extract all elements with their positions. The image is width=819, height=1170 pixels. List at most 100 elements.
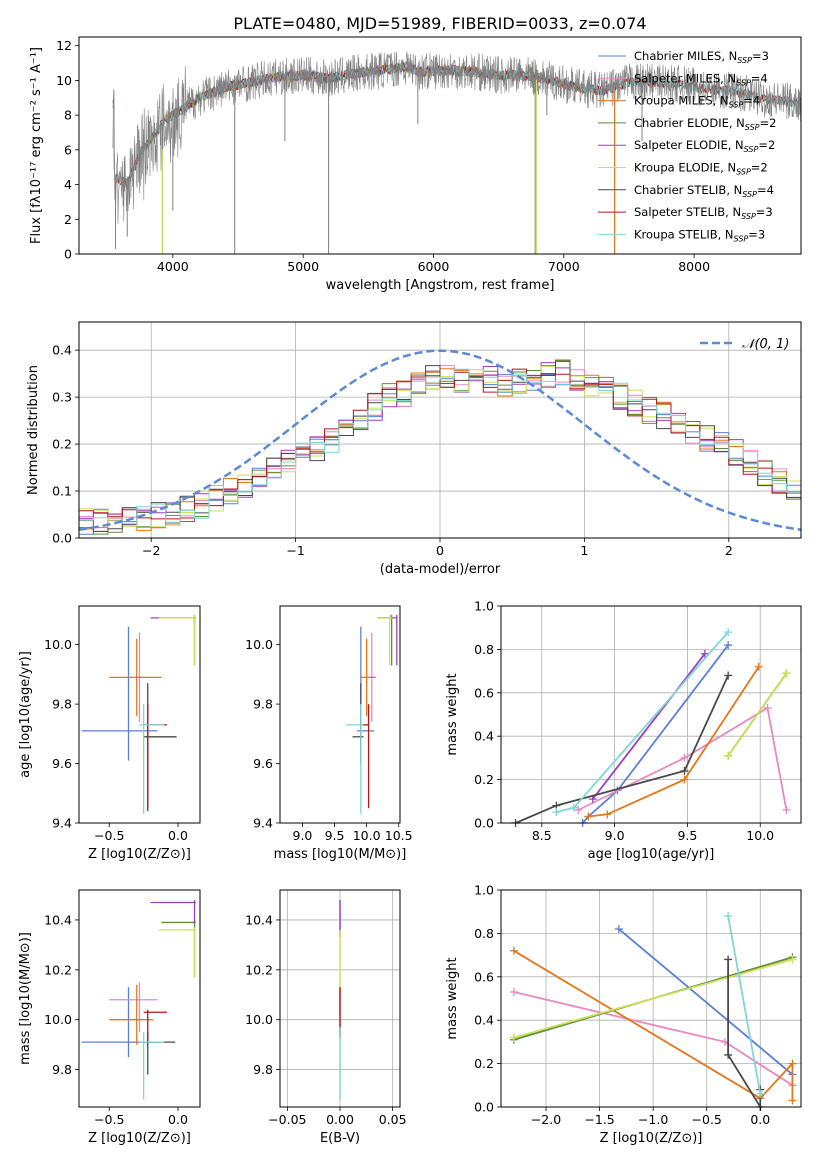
legend-subscript: SSP	[734, 234, 749, 243]
y-tick-label: 9.8	[253, 1062, 273, 1077]
histogram-salpeter_stelib	[79, 368, 801, 520]
x-tick-label: 2	[725, 543, 733, 558]
y-tick-label: 10.0	[245, 637, 273, 652]
x-tick-label: 0.0	[168, 1112, 188, 1127]
y-tick-label: 9.8	[52, 1062, 72, 1077]
legend-subscript: SSP	[729, 101, 744, 110]
x-tick-label: 9.5	[677, 828, 697, 843]
y-tick-label: 10.4	[245, 912, 273, 927]
y-tick-label: 9.8	[253, 697, 273, 712]
weight-marker	[724, 912, 733, 921]
weight-marker	[782, 669, 791, 678]
legend-label: Salpeter MILES, N	[634, 71, 736, 85]
histograms	[79, 349, 801, 535]
y-tick-label: 4	[64, 177, 72, 192]
legend-count: =2	[758, 138, 775, 152]
y-axis-label: age [log10(age/yr)]	[18, 651, 33, 778]
y-tick-label: 9.8	[52, 697, 72, 712]
weight-marker	[724, 628, 733, 637]
x-tick-label: 8.5	[532, 828, 552, 843]
weight-metallicity-panel	[500, 889, 802, 1108]
x-tick-label: 0.00	[326, 1112, 354, 1127]
legend-subscript: SSP	[736, 168, 751, 177]
y-tick-label: 0.8	[474, 926, 494, 941]
weight-marker	[788, 955, 797, 964]
y-tick-label: 2	[64, 212, 72, 227]
histogram-kroupa_miles	[79, 359, 801, 531]
legend-count: =4	[743, 94, 760, 108]
weight-marker	[724, 1050, 733, 1059]
y-tick-label: 1.0	[474, 599, 494, 614]
x-tick-label: 10.0	[746, 828, 774, 843]
y-tick-label: 6	[64, 142, 72, 157]
y-tick-label: 0.4	[474, 1013, 494, 1028]
weight-marker	[756, 1089, 765, 1098]
x-tick-label: −2.0	[531, 1112, 561, 1127]
y-axis-label: Normed distribution	[26, 365, 41, 495]
weight-line-chabrier_stelib	[727, 959, 762, 1111]
y-tick-label: 0.8	[474, 642, 494, 657]
weight-marker	[724, 751, 733, 760]
legend-count: =3	[748, 227, 765, 241]
weight-marker	[724, 641, 733, 650]
legend-count: =2	[760, 116, 777, 130]
legend-subscript: SSP	[736, 78, 751, 87]
weight-line-chabrier_stelib	[515, 675, 730, 824]
weight-marker	[680, 775, 689, 784]
x-axis-label: E(B-V)	[320, 1131, 360, 1146]
x-tick-label: −0.05	[268, 1112, 306, 1127]
x-axis-label: mass [log10(M/M⊙)]	[274, 847, 407, 862]
x-axis-label: (data-model)/error	[380, 562, 501, 577]
x-tick-label: 10.0	[353, 828, 381, 843]
weight-line-salpeter_miles	[577, 706, 788, 811]
weight-marker	[680, 753, 689, 762]
legend-subscript: SSP	[745, 123, 760, 132]
weight-age-panel	[500, 605, 802, 824]
y-tick-label: 8	[64, 108, 72, 123]
y-tick-label: 10.4	[44, 912, 72, 927]
x-tick-label: 5000	[287, 259, 319, 274]
legend-label: Salpeter ELODIE, N	[634, 138, 744, 152]
y-tick-label: 0.6	[474, 969, 494, 984]
x-tick-label: 0.05	[379, 1112, 407, 1127]
x-tick-label: −0.5	[94, 828, 124, 843]
y-tick-label: 1.0	[474, 883, 494, 898]
y-tick-label: 10.2	[44, 962, 72, 977]
weight-marker	[584, 812, 593, 821]
legend-subscript: SSP	[742, 190, 757, 199]
x-tick-label: 0.0	[750, 1112, 770, 1127]
x-tick-label: 10.5	[385, 828, 413, 843]
y-tick-label: 12	[56, 38, 72, 53]
y-tick-label: 0.3	[52, 390, 72, 405]
y-axis-label: mass weight	[445, 957, 460, 1039]
legend-subscript: SSP	[744, 145, 759, 154]
legend-label: Kroupa STELIB, N	[634, 227, 734, 241]
legend-entry: Salpeter MILES, NSSP=4	[634, 71, 768, 87]
legend-normal-label: 𝒩(0, 1)	[742, 337, 789, 352]
weight-line-kroupa_miles	[513, 950, 794, 1101]
legend-entry: Chabrier MILES, NSSP=3	[634, 49, 769, 65]
histogram-chabrier_miles	[79, 369, 801, 535]
x-tick-label: −2	[142, 543, 160, 558]
weight-line-kroupa_stelib	[556, 631, 729, 813]
y-axis-label: Flux [fλ10⁻¹⁷ erg cm⁻² s⁻¹ A⁻¹]	[29, 47, 44, 244]
x-tick-label: 0.0	[168, 828, 188, 843]
y-tick-label: 0.0	[474, 1100, 494, 1115]
y-tick-label: 10.0	[44, 637, 72, 652]
weight-marker	[509, 946, 518, 955]
weight-line-chabrier_miles	[581, 644, 729, 824]
legend-label: Chabrier STELIB, N	[634, 183, 742, 197]
x-tick-label: 8000	[678, 259, 710, 274]
legend-count: =3	[756, 205, 773, 219]
x-tick-label: 9.0	[293, 828, 313, 843]
legend-label: Kroupa MILES, N	[634, 94, 729, 108]
x-tick-label: 9.5	[325, 828, 345, 843]
y-axis-label: mass [log10(M/M⊙)]	[18, 932, 33, 1065]
legend-entry: Kroupa ELODIE, NSSP=2	[634, 161, 768, 177]
weight-line-kroupa_stelib	[727, 915, 762, 1095]
spectrum-panel	[78, 36, 802, 255]
weight-marker	[763, 703, 772, 712]
weight-marker	[788, 1096, 797, 1105]
weight-line-kroupa_elodie	[727, 672, 788, 757]
weight-marker	[552, 808, 561, 817]
